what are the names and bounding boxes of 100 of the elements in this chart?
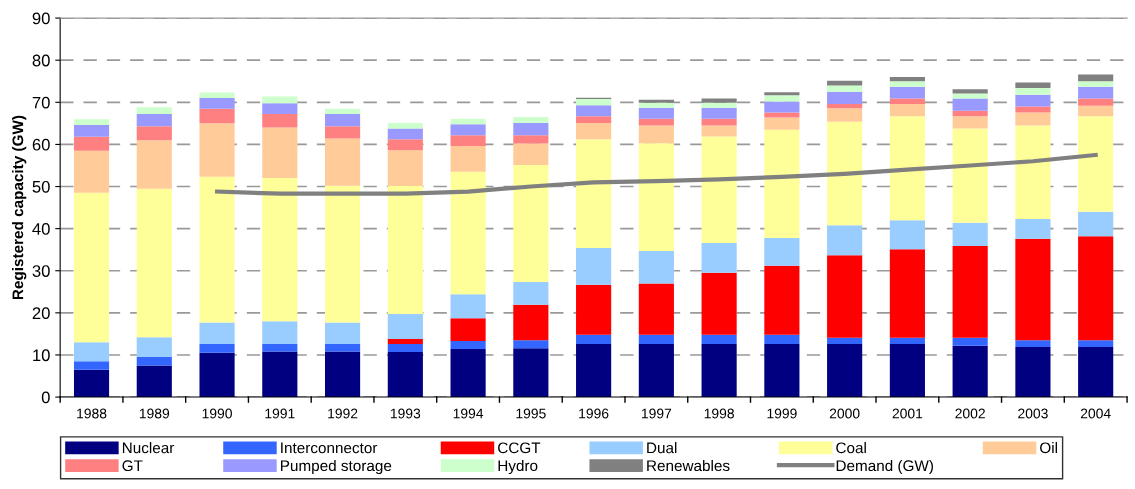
bar xyxy=(513,165,549,283)
bar xyxy=(199,92,235,99)
bar xyxy=(262,321,298,345)
bar xyxy=(576,98,612,106)
legend-label: Nuclear xyxy=(122,442,175,454)
bar xyxy=(513,143,549,166)
bar xyxy=(450,146,486,172)
bar xyxy=(638,283,674,335)
y-tick-label: 40 xyxy=(32,223,50,235)
bar xyxy=(262,351,298,398)
bar xyxy=(199,176,235,323)
y-tick-label: 10 xyxy=(33,349,50,362)
bar xyxy=(262,344,298,352)
bar xyxy=(576,248,612,285)
bar xyxy=(262,96,298,104)
x-tick-label: 1999 xyxy=(767,408,797,419)
bar xyxy=(450,171,486,295)
legend-label: Dual xyxy=(647,442,677,454)
x-tick-label: 1992 xyxy=(328,408,358,419)
bar xyxy=(576,105,612,117)
bar xyxy=(638,125,674,144)
legend-label: Hydro xyxy=(498,459,538,475)
bar xyxy=(952,98,988,111)
bar xyxy=(387,314,423,339)
x-tick-label: 1995 xyxy=(516,408,546,419)
bar xyxy=(1015,125,1051,219)
bar xyxy=(387,150,423,187)
bar xyxy=(889,103,925,117)
legend-label: Demand (GW) xyxy=(836,459,933,475)
bar xyxy=(1015,238,1051,341)
bar xyxy=(73,119,110,126)
bar xyxy=(764,92,800,96)
bar xyxy=(136,357,172,366)
bar xyxy=(199,123,235,177)
y-tick-label: 60 xyxy=(32,138,50,151)
bar xyxy=(199,352,235,398)
y-tick-label: 30 xyxy=(32,265,50,277)
bar xyxy=(450,135,486,147)
bar xyxy=(136,188,172,338)
bar xyxy=(827,91,863,104)
bar xyxy=(136,140,172,189)
legend-label: GT xyxy=(122,460,143,472)
bar xyxy=(262,103,298,115)
x-tick-label: 2000 xyxy=(829,408,860,419)
bar xyxy=(889,98,925,104)
legend-label: Oil xyxy=(1040,442,1057,454)
bar xyxy=(1078,86,1114,99)
bar xyxy=(387,122,423,129)
bar xyxy=(325,344,361,352)
bar xyxy=(701,125,737,137)
bar xyxy=(325,322,361,345)
bar xyxy=(1078,236,1114,341)
y-tick-label: 20 xyxy=(32,307,50,320)
bar xyxy=(387,186,423,315)
bar xyxy=(325,351,361,398)
bar xyxy=(1078,211,1114,237)
bar xyxy=(136,107,172,115)
bar xyxy=(576,139,612,248)
bar xyxy=(136,337,172,358)
bar xyxy=(701,136,737,243)
bar xyxy=(952,116,988,129)
bar xyxy=(701,272,737,335)
bar xyxy=(325,114,361,127)
bar xyxy=(1015,94,1051,107)
bar xyxy=(1015,346,1051,398)
bar xyxy=(764,112,800,118)
bar xyxy=(450,294,486,319)
legend-label: Interconnector xyxy=(281,442,378,454)
y-tick-label: 0 xyxy=(41,391,50,404)
bar xyxy=(199,344,235,353)
bar xyxy=(889,77,925,82)
bar xyxy=(827,108,863,122)
bar xyxy=(136,126,172,141)
bar xyxy=(450,318,486,342)
legend-label: Coal xyxy=(836,442,866,454)
bar xyxy=(450,118,486,125)
bar xyxy=(638,107,674,119)
x-tick-label: 2004 xyxy=(1080,408,1111,419)
bar xyxy=(1015,218,1051,239)
bar xyxy=(889,344,925,398)
bar xyxy=(1015,112,1051,126)
x-tick-label: 1991 xyxy=(265,408,295,419)
bar xyxy=(827,337,863,345)
bar xyxy=(1015,82,1051,88)
bar xyxy=(701,344,737,398)
bar xyxy=(387,352,423,398)
x-tick-label: 1990 xyxy=(202,408,232,419)
bar xyxy=(73,342,110,362)
x-tick-label: 1989 xyxy=(139,408,170,419)
bar xyxy=(952,89,988,94)
bar xyxy=(325,108,361,115)
bar xyxy=(638,334,674,345)
bar xyxy=(701,334,737,345)
bar xyxy=(136,365,172,398)
bar xyxy=(513,282,549,305)
bar xyxy=(1015,340,1051,347)
bar xyxy=(387,139,423,151)
bar xyxy=(73,192,110,343)
bar xyxy=(764,265,800,335)
bar xyxy=(1078,346,1114,398)
